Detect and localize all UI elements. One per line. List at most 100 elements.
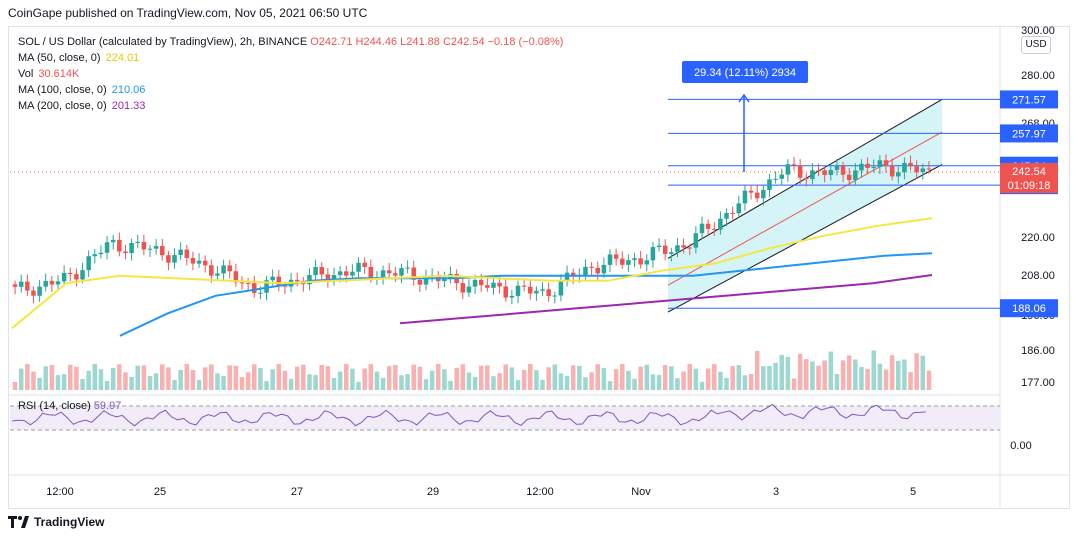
volume-bar <box>98 369 104 390</box>
candle-body <box>325 274 331 282</box>
ma50-legend-value: 224.01 <box>105 52 140 64</box>
horizontal-levels <box>668 98 1000 309</box>
volume-bar <box>196 379 202 390</box>
ma50-legend-label: MA (50, close, 0) <box>18 52 101 64</box>
candle-body <box>515 285 521 296</box>
candle-body <box>865 163 870 168</box>
volume-bar <box>233 365 239 390</box>
candle-body <box>380 270 386 278</box>
candle-body <box>472 279 478 287</box>
time-tick-label: 12:00 <box>526 486 554 498</box>
volume-bar <box>18 368 24 390</box>
ohlc-values: O242.71 H244.46 L241.88 C242.54 −0.18 (−… <box>310 36 564 48</box>
volume-bar <box>55 375 61 390</box>
volume-bar <box>350 368 355 390</box>
candle-body <box>816 170 821 172</box>
volume-bar <box>442 369 447 390</box>
ma100-legend-label: MA (100, close, 0) <box>18 84 107 96</box>
volume-bar <box>405 374 410 390</box>
candle-body <box>509 295 515 298</box>
candle-body <box>620 258 625 265</box>
candle-body <box>797 165 803 178</box>
candle-body <box>110 239 116 243</box>
candle-body <box>68 272 73 275</box>
candle-body <box>209 265 214 276</box>
candle-body <box>754 192 760 199</box>
candle-body <box>74 274 79 280</box>
volume-bar <box>853 359 858 390</box>
candle-body <box>607 254 613 265</box>
volume-bar <box>712 364 717 390</box>
candle-body <box>160 246 165 256</box>
volume-bar <box>822 360 827 390</box>
volume-bar <box>785 356 791 390</box>
candle-body <box>669 252 674 254</box>
volume-bar <box>313 375 318 390</box>
candle-body <box>478 279 484 286</box>
volume-bar <box>681 371 686 390</box>
volume-bar <box>828 351 834 390</box>
volume-bar <box>761 366 766 390</box>
candle-body <box>871 166 876 168</box>
price-level-label: 257.97 <box>1012 128 1046 140</box>
last-price-badge <box>1000 163 1058 193</box>
candle-body <box>810 170 815 180</box>
candle-body <box>926 168 932 170</box>
candle-body <box>613 254 619 259</box>
time-tick-label: 12:00 <box>46 486 74 498</box>
rsi-legend: RSI (14, close) 59.97 <box>18 400 121 412</box>
currency-button[interactable]: USD <box>1021 36 1051 54</box>
volume-bar <box>92 364 98 390</box>
volume-bar <box>699 381 705 390</box>
footer-brand: TradingView <box>8 515 104 529</box>
candle-body <box>423 276 429 285</box>
volume-bar <box>816 365 821 390</box>
channel-lower-line <box>667 164 943 313</box>
candle-body <box>834 165 840 170</box>
volume-bar <box>239 377 245 390</box>
volume-bar <box>662 364 668 390</box>
candle-body <box>276 276 282 286</box>
candle-body <box>828 169 834 175</box>
volume-bar <box>288 378 294 390</box>
rsi-legend-label: RSI (14, close) <box>18 400 91 412</box>
candle-body <box>681 245 686 248</box>
candle-body <box>724 213 729 219</box>
volume-bar <box>166 367 171 390</box>
volume-bar <box>564 375 570 390</box>
volume-bar <box>264 381 269 390</box>
volume-bar <box>626 370 631 390</box>
candle-body <box>55 281 61 285</box>
candle-body <box>393 273 398 276</box>
volume-bar <box>331 378 337 390</box>
volume-bar <box>245 372 251 390</box>
volume-bar <box>448 380 453 390</box>
candle-body <box>147 248 153 250</box>
volume-bar <box>307 374 312 390</box>
volume-bar <box>429 370 435 390</box>
candle-body <box>699 223 705 234</box>
candle-body <box>485 285 490 288</box>
volume-bar <box>577 365 582 390</box>
volume-bar <box>570 365 576 390</box>
candle-body <box>675 245 680 253</box>
volume-bar <box>767 365 772 390</box>
candle-body <box>804 177 809 180</box>
volume-bar <box>135 365 140 390</box>
price-level-label: 188.06 <box>1012 303 1046 315</box>
candle-body <box>662 245 668 254</box>
candle-body <box>344 271 349 276</box>
ma100-legend-value: 210.06 <box>111 84 146 96</box>
candle-body <box>386 270 392 274</box>
candle-body <box>779 174 784 179</box>
volume-bar <box>638 366 643 390</box>
time-tick-label: 5 <box>910 486 916 498</box>
volume-bar <box>270 369 275 390</box>
candle-body <box>491 282 496 288</box>
candle-body <box>601 264 607 274</box>
volume-bar <box>730 366 735 390</box>
last-price-value: 242.54 <box>1012 166 1046 178</box>
candle-body <box>896 172 901 177</box>
volume-bar <box>656 374 662 390</box>
